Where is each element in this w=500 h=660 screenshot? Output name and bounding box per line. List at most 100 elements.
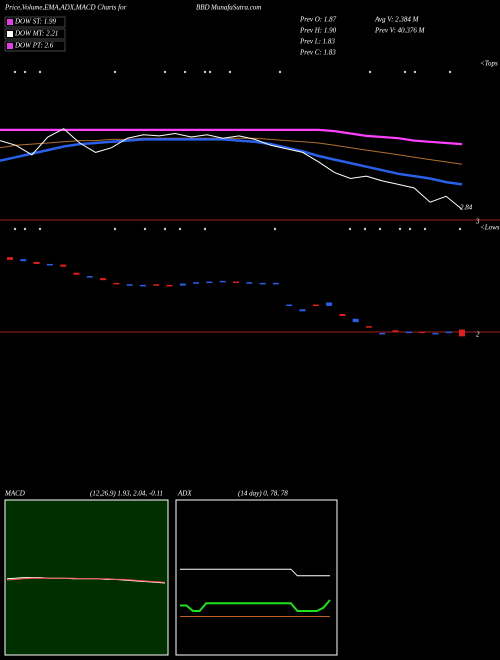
low-marker: [143, 227, 147, 231]
adx-panel: [175, 499, 338, 656]
candle: [365, 326, 372, 328]
low-marker: [23, 227, 27, 231]
candle: [432, 332, 439, 335]
candle: [60, 264, 67, 267]
top-marker: [403, 70, 407, 74]
candle: [286, 304, 293, 307]
header-site: MunafaSutra.com: [210, 4, 261, 12]
candle: [100, 278, 107, 281]
macd-title: MACD: [4, 490, 25, 498]
top-marker: [183, 70, 187, 74]
legend-label: DOW PT: 2.6: [14, 42, 54, 50]
stat: Prev V: 40.376 M: [374, 27, 426, 35]
line: [6, 577, 166, 583]
top-marker: [203, 70, 207, 74]
low-marker: [423, 227, 427, 231]
top-marker: [23, 70, 27, 74]
candle: [379, 332, 386, 335]
candle: [153, 284, 160, 286]
candle: [73, 272, 80, 275]
candle: [233, 281, 239, 284]
header-symbol: BBD: [196, 4, 210, 12]
top-marker: [278, 70, 282, 74]
adx-title: ADX: [177, 490, 192, 498]
low-marker: [178, 227, 182, 231]
stat: Prev H: 1.90: [299, 27, 337, 35]
candle: [419, 331, 426, 334]
candle: [33, 261, 40, 264]
candle: [193, 282, 200, 284]
candle: [272, 282, 279, 285]
legend-box: [4, 16, 66, 28]
candle: [113, 282, 120, 285]
top-marker: [38, 70, 42, 74]
low-marker: [408, 227, 412, 231]
top-marker: [368, 70, 372, 74]
low-marker: [163, 227, 167, 231]
candle: [139, 284, 146, 287]
candle: [46, 263, 53, 266]
low-marker: [458, 227, 462, 231]
stat: Prev L: 1.83: [299, 38, 335, 46]
low-marker: [203, 227, 207, 231]
low-marker: [38, 227, 42, 231]
candle: [7, 257, 13, 260]
candle: [339, 314, 346, 317]
axis-label: 2: [476, 331, 480, 339]
candle: [179, 283, 186, 286]
adx-subtitle: (14 day) 0, 78, 78: [238, 490, 288, 498]
legend-label: DOW MT: 2.21: [14, 30, 58, 38]
legend-swatch: [7, 31, 13, 37]
candle: [299, 309, 306, 312]
legend-swatch: [7, 43, 13, 49]
top-marker: [113, 70, 117, 74]
header-title: Price,Volume,EMA,ADX,MACD Charts for: [4, 4, 127, 12]
candle: [326, 302, 333, 306]
line: [0, 138, 463, 186]
top-marker: [228, 70, 232, 74]
candle: [312, 304, 319, 307]
low-marker: [348, 227, 352, 231]
candle: [126, 284, 133, 286]
legend-box: [4, 28, 66, 40]
low-marker: [398, 227, 402, 231]
legend-swatch: [7, 19, 13, 25]
candle: [219, 280, 226, 283]
low-marker: [363, 227, 367, 231]
top-marker: [448, 70, 452, 74]
stat: Prev C: 1.83: [299, 49, 336, 57]
candle: [246, 282, 253, 284]
axis-label: 3: [475, 218, 480, 226]
stat: Prev O: 1.87: [299, 16, 337, 24]
top-marker: [163, 70, 167, 74]
legend-label: DOW ST: 1.99: [14, 18, 57, 26]
candle: [166, 284, 173, 287]
low-marker: [13, 227, 17, 231]
tops-label: <Tops: [480, 60, 498, 68]
candle: [352, 318, 359, 323]
line: [0, 128, 463, 146]
candle: [405, 331, 412, 334]
candle: [459, 329, 465, 337]
low-marker: [378, 227, 382, 231]
legend-box: [4, 40, 66, 52]
line: [180, 568, 330, 577]
line: [180, 599, 331, 612]
last-price: 2.84: [460, 204, 473, 212]
candle: [259, 282, 266, 285]
candle: [445, 331, 452, 334]
stat: Avg V: 2.384 M: [374, 16, 420, 24]
line: [0, 128, 463, 210]
low-marker: [273, 227, 277, 231]
top-marker: [13, 70, 17, 74]
macd-subtitle: (12,26,9) 1.93, 2.04, -0.11: [90, 490, 163, 498]
candle: [206, 281, 213, 284]
low-marker: [113, 227, 117, 231]
top-marker: [208, 70, 212, 74]
candle: [20, 259, 27, 262]
lows-label: <Lows: [480, 224, 500, 232]
top-marker: [413, 70, 417, 74]
candle: [86, 276, 93, 278]
candle: [392, 330, 399, 332]
